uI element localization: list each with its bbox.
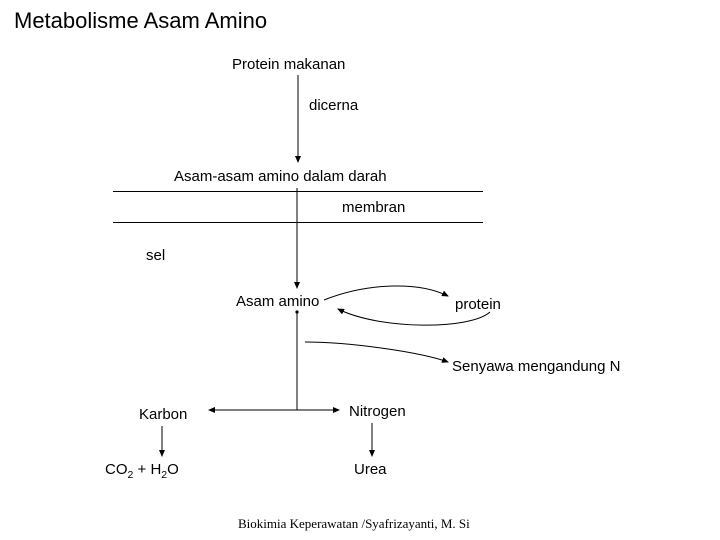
diagram-connectors	[0, 0, 720, 540]
curve-amino-to-protein	[324, 286, 448, 300]
curve-amino-to-senyawa	[305, 342, 448, 362]
curve-protein-to-amino	[338, 309, 490, 325]
footer-credit: Biokimia Keperawatan /Syafrizayanti, M. …	[238, 516, 470, 532]
